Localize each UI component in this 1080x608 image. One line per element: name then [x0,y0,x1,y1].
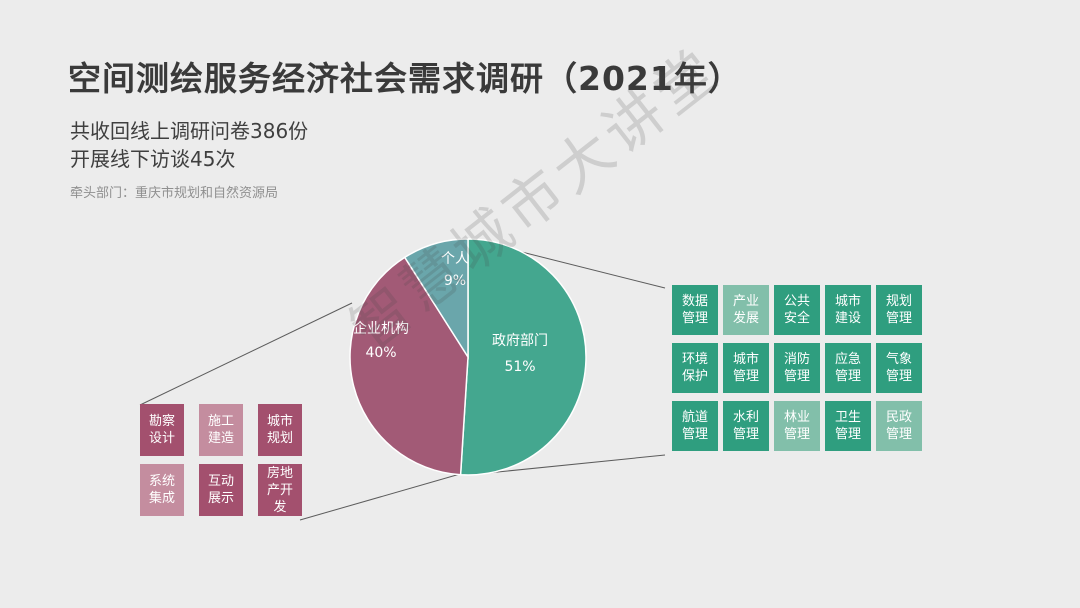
tile-label: 气象管理 [885,352,912,384]
category-tile: 房地产开发 [258,464,302,516]
connector-line-gov-bottom [467,454,666,476]
tile-label: 互动展示 [207,474,234,506]
tile-label: 卫生管理 [834,410,861,442]
category-tile: 城市建设 [825,285,871,335]
tile-label: 航道管理 [681,410,708,442]
slice-label: 政府部门 [492,333,548,349]
category-tile: 规划管理 [876,285,922,335]
survey-count-text: 共收回线上调研问卷386份 [70,119,309,143]
category-tile: 航道管理 [672,401,718,451]
lead-department-text: 牵头部门：重庆市规划和自然资源局 [70,186,279,201]
tile-label: 消防管理 [783,352,810,384]
tile-label: 产业发展 [732,294,759,326]
category-tile: 数据管理 [672,285,718,335]
pie-slice [459,238,587,476]
tile-label: 系统集成 [148,474,175,506]
tile-label: 民政管理 [885,410,912,442]
category-tile: 勘察设计 [140,404,184,456]
category-tile: 系统集成 [140,464,184,516]
category-tile: 消防管理 [774,343,820,393]
slice-label: 企业机构 [353,320,409,337]
tile-label: 环境保护 [681,352,708,384]
category-tile: 互动展示 [199,464,243,516]
category-tile: 水利管理 [723,401,769,451]
tile-label: 数据管理 [681,294,708,326]
tile-label: 规划管理 [885,294,912,326]
pie-slice [403,238,469,360]
tile-label: 应急管理 [834,352,861,384]
tile-label: 林业管理 [783,410,810,442]
slice-value-label: 9% [444,273,466,289]
slice-label: 个人 [441,251,469,267]
slice-value-label: 51% [504,359,535,375]
page-title: 空间测绘服务经济社会需求调研（2021年） [68,59,742,98]
category-tile: 应急管理 [825,343,871,393]
tile-label: 施工建造 [207,414,234,446]
category-tile: 城市规划 [258,404,302,456]
tile-label: 水利管理 [732,410,759,442]
tile-label: 城市建设 [834,294,861,326]
tile-label: 城市管理 [732,352,759,384]
tile-label: 公共安全 [783,294,810,326]
category-tile: 气象管理 [876,343,922,393]
tile-label: 城市规划 [266,414,293,446]
category-tile: 环境保护 [672,343,718,393]
tile-label: 勘察设计 [148,414,175,446]
category-tile: 公共安全 [774,285,820,335]
connector-line-ent-top [139,302,353,406]
connector-line-ent-bottom [299,473,461,521]
category-tile: 林业管理 [774,401,820,451]
category-tile: 产业发展 [723,285,769,335]
category-tile: 卫生管理 [825,401,871,451]
category-tile: 民政管理 [876,401,922,451]
tile-label: 房地产开发 [266,465,293,515]
category-tile: 城市管理 [723,343,769,393]
category-tile: 施工建造 [199,404,243,456]
interview-count-text: 开展线下访谈45次 [70,147,236,171]
slice-value-label: 40% [365,345,396,361]
